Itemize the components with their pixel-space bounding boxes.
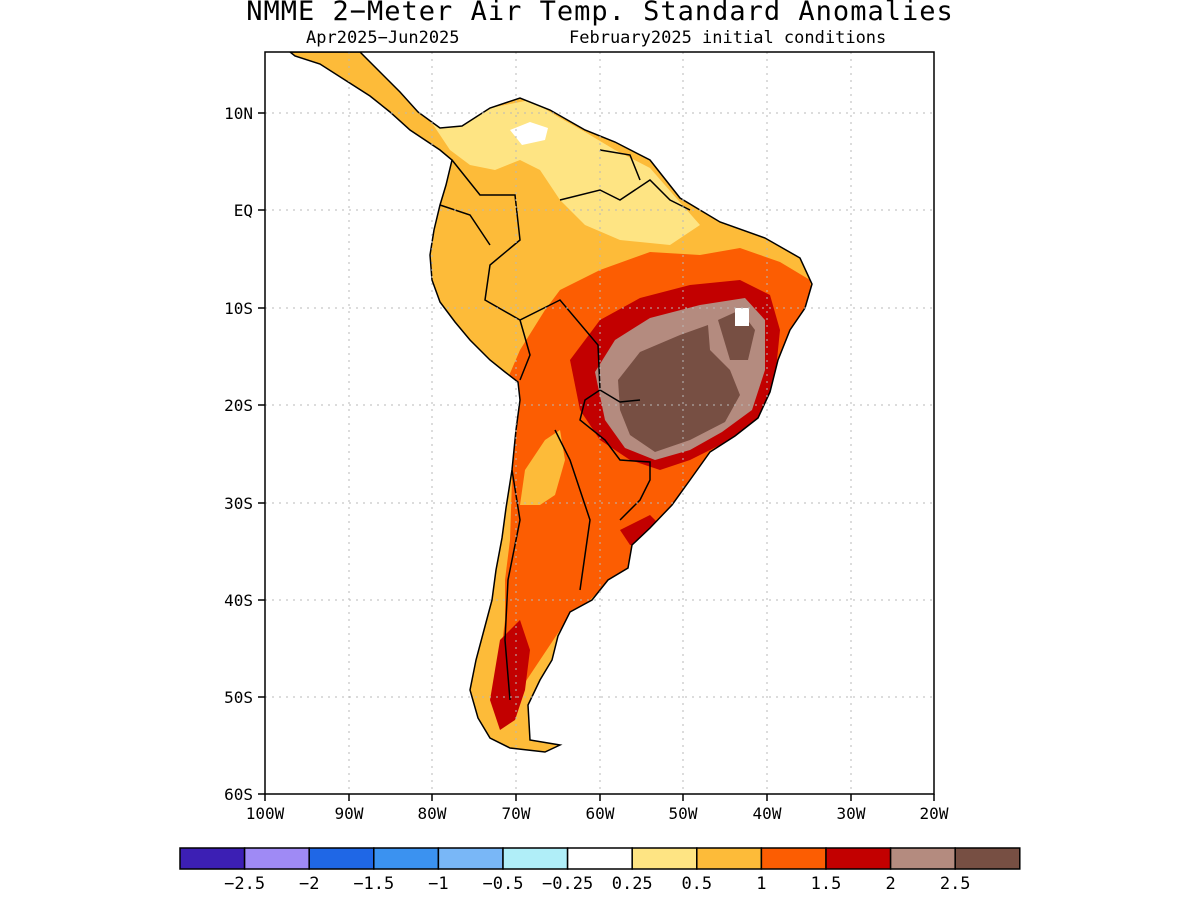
legend-label: 1 [756,874,766,894]
initial-conditions: February2025 initial conditions [569,28,887,48]
lon-label: 30W [837,804,866,823]
lat-ticks [258,112,265,795]
legend-label: −0.5 [483,874,524,894]
legend-swatch [631,847,698,870]
lat-label: 40S [224,591,253,610]
coastlines [288,52,813,753]
legend-swatch [308,847,375,870]
lon-label: 50W [669,804,698,823]
lon-labels: 100W 90W 80W 70W 60W 50W 40W 30W 20W [246,804,949,823]
legend-label: 2 [885,874,895,894]
legend-label: −1.5 [353,874,394,894]
legend-label: −1 [428,874,448,894]
legend-label: 2.5 [940,874,971,894]
lat-label: 50S [224,688,253,707]
lat-label: 10N [224,104,253,123]
lat-label: 10S [224,299,253,318]
lon-label: 70W [502,804,531,823]
lat-labels: 10N EQ 10S 20S 30S 40S 50S 60S [224,104,253,804]
lon-label: 90W [335,804,364,823]
legend-swatch [760,847,827,870]
legend-swatch [954,847,1021,870]
lon-label: 100W [246,804,285,823]
lon-label: 60W [586,804,615,823]
legend-swatch [889,847,956,870]
lon-label: 40W [753,804,782,823]
lon-label: 80W [418,804,447,823]
legend-swatch [566,847,633,870]
lat-label: 60S [224,785,253,804]
forecast-period: Apr2025−Jun2025 [306,28,460,48]
lon-label: 20W [920,804,949,823]
legend-label: −2 [299,874,319,894]
lon-ticks [264,794,935,801]
legend-label: 0.25 [612,874,653,894]
legend-swatch [502,847,569,870]
legend-swatch [373,847,440,870]
legend-swatch [696,847,763,870]
chart-title: NMME 2−Meter Air Temp. Standard Anomalie… [246,0,954,27]
legend-swatch [825,847,892,870]
lat-label: EQ [234,201,253,220]
legend-label: −0.25 [542,874,593,894]
lat-label: 20S [224,396,253,415]
legend-labels: −2.5 −2 −1.5 −1 −0.5 −0.25 0.25 0.5 1 1.5 2 2.5 [224,874,970,894]
legend-swatch [243,847,310,870]
gridlines [265,52,934,794]
legend-label: 1.5 [811,874,842,894]
lat-label: 30S [224,494,253,513]
legend-swatch [437,847,504,870]
legend-label: 0.5 [681,874,712,894]
legend-label: −2.5 [224,874,265,894]
color-legend [179,847,1021,870]
legend-swatch [179,847,246,870]
